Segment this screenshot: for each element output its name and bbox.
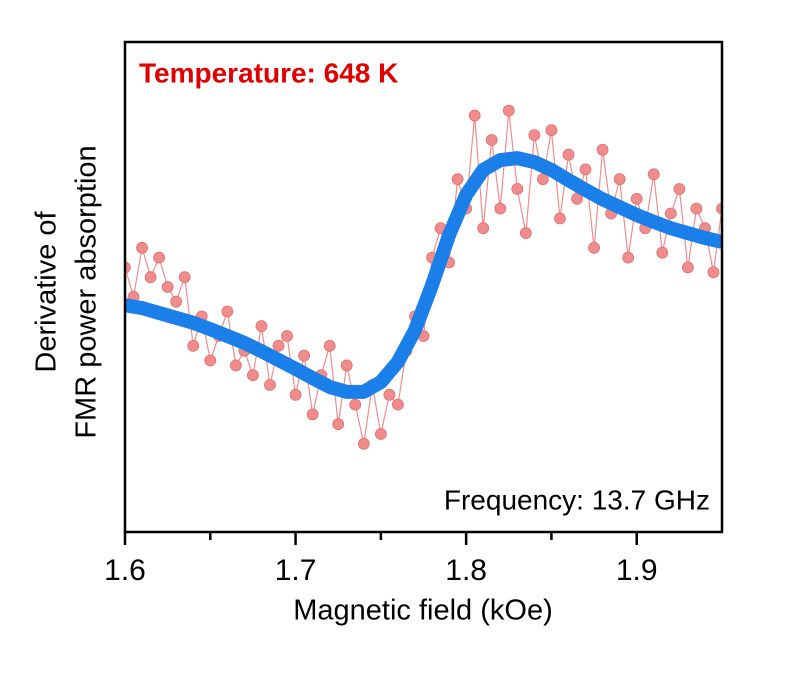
- data-point: [596, 143, 609, 156]
- data-point: [562, 148, 575, 161]
- y-axis-label: Derivative of: [31, 210, 63, 372]
- data-point: [528, 129, 541, 142]
- data-point: [502, 104, 515, 117]
- data-point: [647, 168, 660, 181]
- data-point: [323, 339, 336, 352]
- data-point: [554, 212, 566, 225]
- data-point: [255, 320, 268, 333]
- y-axis-label: FMR power absorption: [71, 145, 103, 438]
- data-point: [690, 202, 703, 215]
- data-point: [204, 354, 217, 367]
- annotation: Temperature: 648 K: [139, 57, 398, 88]
- data-point: [125, 261, 131, 274]
- data-point: [136, 241, 148, 254]
- data-point: [153, 251, 166, 264]
- data-point: [716, 202, 722, 215]
- data-point: [545, 124, 558, 137]
- x-tick-label: 1.7: [275, 554, 317, 587]
- data-point: [485, 134, 498, 146]
- plot-frame: [123, 40, 724, 534]
- data-point: [289, 388, 302, 401]
- fit-line: [125, 151, 722, 399]
- data-point: [272, 339, 285, 352]
- x-tick-label: 1.8: [445, 554, 487, 587]
- data-point: [681, 261, 694, 274]
- data-point: [613, 173, 626, 186]
- data-point: [187, 339, 200, 352]
- data-point: [264, 379, 276, 391]
- data-point: [383, 388, 396, 401]
- data-point: [511, 183, 524, 195]
- data-point: [221, 305, 234, 318]
- data-point: [664, 207, 677, 220]
- data-point: [630, 192, 643, 205]
- data-point: [144, 271, 157, 284]
- data-point: [170, 295, 183, 308]
- x-tick-label: 1.6: [104, 554, 146, 587]
- data-point: [340, 359, 353, 372]
- data-point: [519, 227, 532, 240]
- data-point: [537, 173, 549, 186]
- data-point: [571, 192, 583, 205]
- data-point: [673, 183, 686, 195]
- data-point: [332, 418, 345, 431]
- data-point: [229, 359, 242, 372]
- data-point: [349, 398, 362, 411]
- data-point: [374, 428, 387, 440]
- data-line: [125, 110, 722, 444]
- data-point: [392, 398, 404, 411]
- annotation: Frequency: 13.7 GHz: [444, 484, 710, 515]
- data-point: [357, 437, 370, 450]
- data-point: [161, 281, 174, 293]
- data-point: [656, 246, 669, 259]
- data-point: [247, 369, 259, 382]
- data-point: [306, 408, 319, 421]
- x-axis-label: Magnetic field (kOe): [293, 595, 553, 627]
- data-point: [622, 251, 635, 264]
- data-point: [298, 349, 311, 362]
- data-point: [494, 202, 507, 215]
- data-point: [477, 222, 490, 235]
- data-point: [588, 241, 600, 254]
- data-point: [579, 163, 592, 176]
- data-point: [451, 173, 464, 186]
- data-point: [707, 266, 720, 279]
- data-point: [281, 330, 293, 342]
- x-tick-label: 1.9: [616, 554, 658, 587]
- data-point: [468, 109, 481, 122]
- data-point: [178, 271, 191, 284]
